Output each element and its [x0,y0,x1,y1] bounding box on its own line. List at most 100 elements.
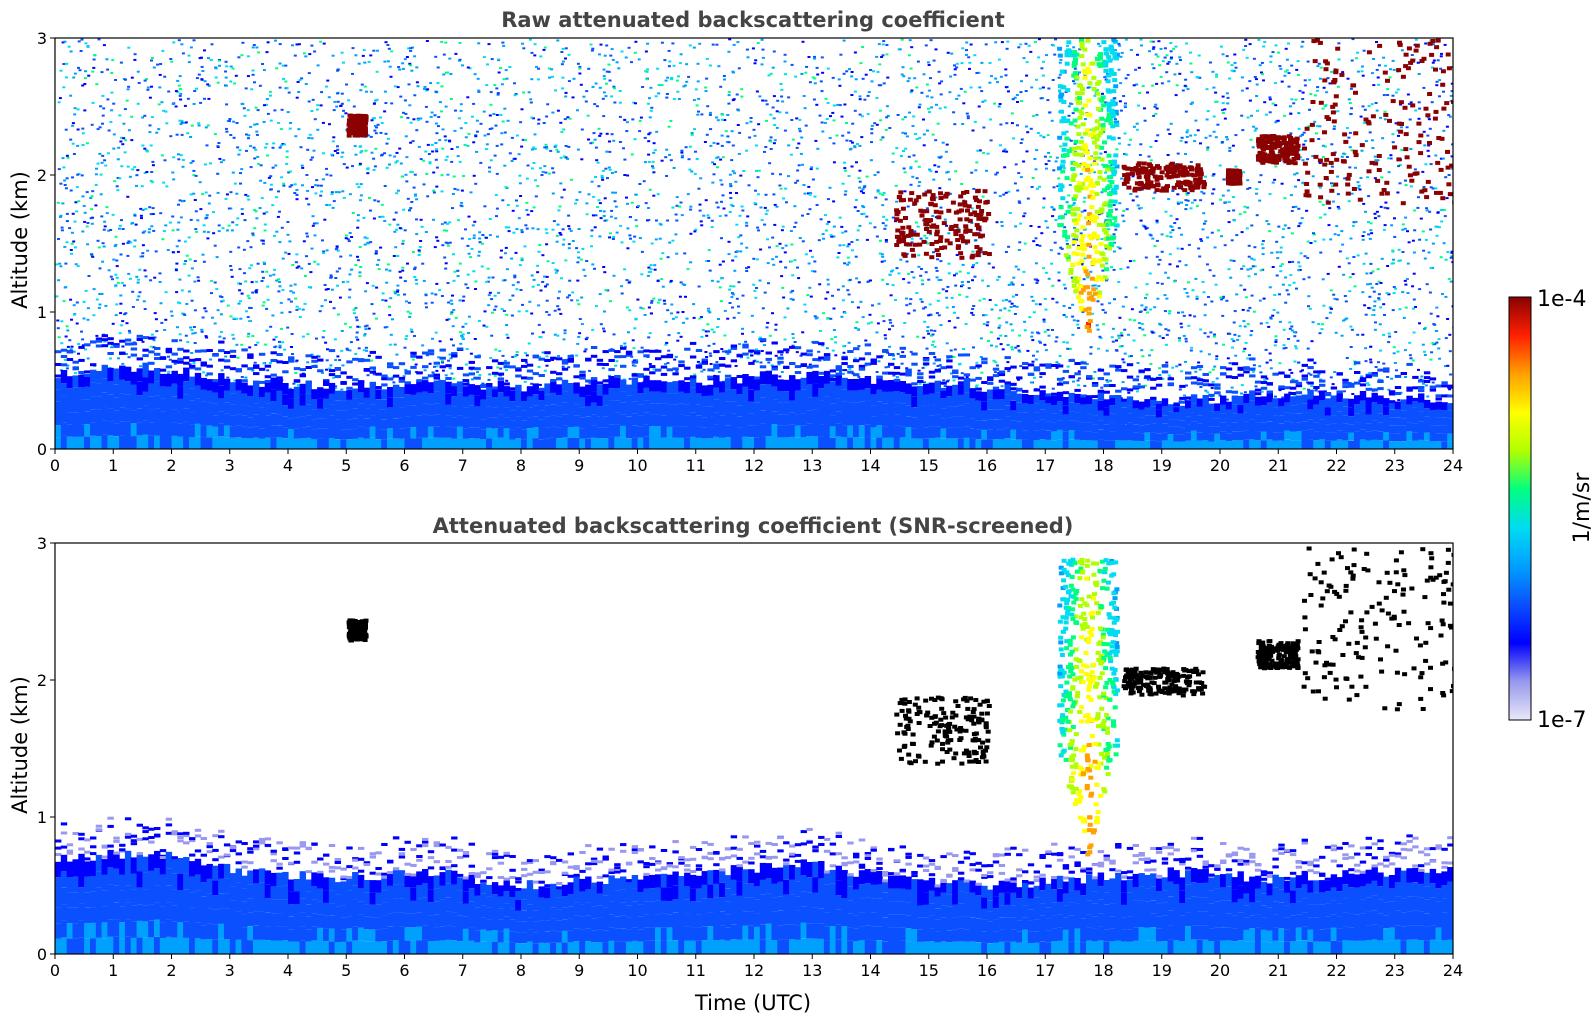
noise-pixel [758,95,762,98]
noise-pixel [922,381,926,384]
noise-pixel [1035,78,1038,81]
noise-pixel [395,353,399,356]
noise-pixel [477,90,481,93]
noise-pixel [857,375,861,378]
noise-pixel [750,314,754,317]
noise-pixel [1081,310,1085,313]
noise-pixel [343,322,347,325]
noise-pixel [826,317,830,320]
noise-pixel [196,276,200,279]
noise-pixel [286,221,290,223]
noise-pixel [327,96,331,99]
noise-pixel [287,171,291,174]
noise-pixel [363,236,367,239]
noise-pixel [1034,168,1038,171]
noise-pixel [910,241,914,244]
noise-pixel [139,255,143,258]
noise-pixel [306,189,310,192]
noise-pixel [1088,86,1092,89]
noise-pixel [59,69,63,72]
noise-pixel [102,245,106,248]
noise-pixel [139,207,143,210]
noise-pixel [534,195,538,198]
noise-pixel [430,301,434,304]
noise-pixel [728,38,732,41]
noise-pixel [269,325,273,328]
noise-pixel [888,127,892,129]
noise-pixel [795,146,799,149]
noise-pixel [646,274,650,277]
noise-pixel [1055,301,1059,304]
noise-pixel [419,218,423,221]
noise-pixel [1000,41,1004,44]
noise-pixel [537,323,541,326]
noise-pixel [586,114,590,117]
noise-pixel [1330,165,1334,168]
noise-pixel [973,120,977,123]
noise-pixel [325,249,329,252]
noise-pixel [1151,40,1155,43]
noise-pixel [423,85,427,88]
noise-pixel [881,194,885,197]
noise-pixel [985,169,988,172]
noise-pixel [1049,249,1053,252]
noise-pixel [1381,137,1385,140]
noise-pixel [539,55,543,58]
noise-pixel [1414,38,1418,41]
noise-pixel [471,224,475,227]
noise-pixel [385,268,388,271]
noise-pixel [694,150,697,153]
noise-pixel [1389,154,1393,157]
noise-pixel [383,60,387,63]
noise-pixel [387,47,391,50]
noise-pixel [393,230,397,233]
noise-pixel [1392,68,1396,71]
noise-pixel [322,252,325,255]
noise-pixel [471,378,475,381]
noise-pixel [623,118,627,121]
noise-pixel [580,296,584,299]
noise-pixel [1037,38,1041,41]
noise-pixel [813,55,816,58]
noise-pixel [1285,69,1289,72]
noise-pixel [1412,272,1416,275]
noise-pixel [168,358,172,361]
noise-pixel [262,212,266,215]
noise-pixel [1059,58,1063,61]
noise-pixel [726,352,730,355]
noise-pixel [652,297,656,300]
noise-pixel [323,218,327,221]
noise-pixel [737,109,741,112]
noise-pixel [740,242,744,245]
noise-pixel [610,172,614,174]
noise-pixel [505,313,509,316]
noise-pixel [437,116,441,118]
noise-pixel [836,256,840,259]
noise-pixel [1274,44,1278,47]
noise-pixel [628,234,632,237]
noise-pixel [254,344,258,346]
noise-pixel [767,282,770,285]
noise-pixel [379,131,383,134]
noise-pixel [675,196,679,199]
noise-pixel [1321,323,1324,326]
noise-pixel [808,363,812,366]
noise-pixel [499,113,503,116]
noise-pixel [253,81,256,84]
noise-pixel [995,221,999,224]
noise-pixel [472,102,476,105]
noise-pixel [1167,198,1171,201]
noise-pixel [755,144,758,147]
noise-pixel [708,113,712,116]
noise-pixel [179,339,183,342]
noise-pixel [139,214,143,217]
noise-pixel [195,87,198,90]
noise-pixel [882,320,886,323]
noise-pixel [329,274,333,277]
noise-pixel [1114,228,1118,231]
noise-pixel [1373,217,1377,220]
noise-pixel [1445,197,1449,200]
noise-pixel [405,335,409,338]
noise-pixel [462,295,466,298]
noise-pixel [648,116,652,119]
